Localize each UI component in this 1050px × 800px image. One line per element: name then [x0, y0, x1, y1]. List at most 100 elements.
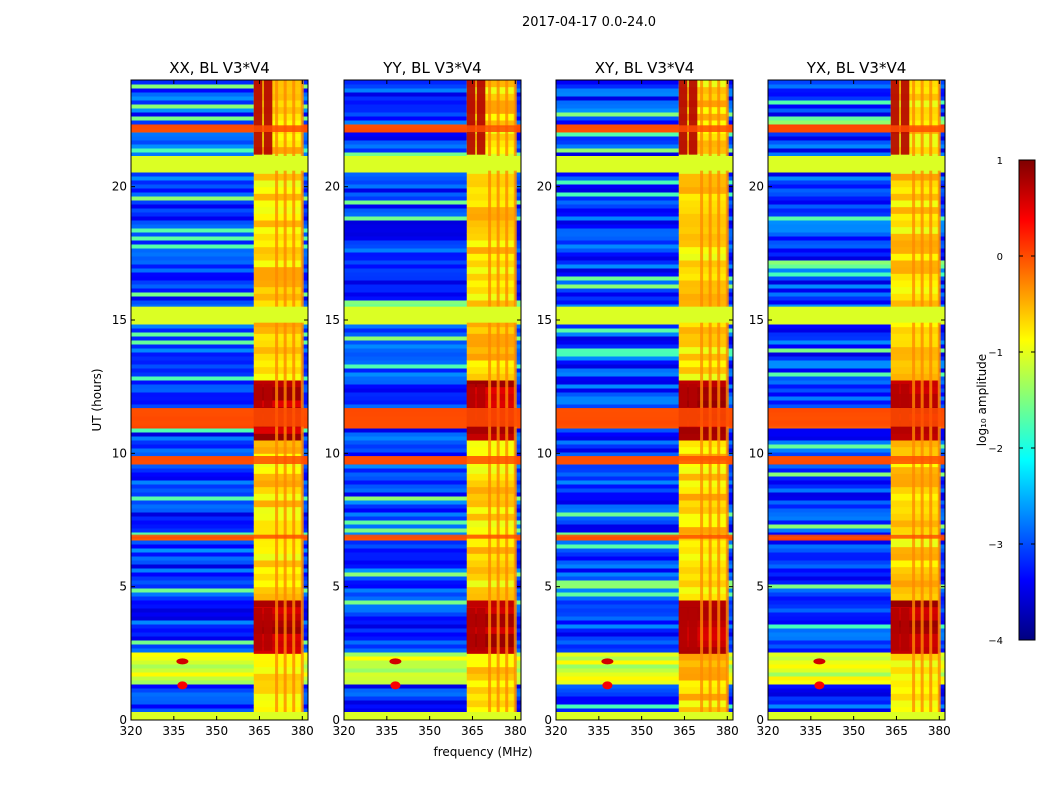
rfi-column	[700, 80, 704, 720]
time-row	[556, 696, 733, 701]
time-row	[556, 448, 733, 453]
burst-feature	[389, 658, 402, 665]
time-row	[344, 452, 521, 457]
time-row	[131, 696, 308, 701]
flagged-time-band	[344, 712, 521, 720]
time-row	[131, 672, 308, 677]
time-row	[768, 680, 945, 685]
time-row	[344, 140, 521, 145]
colorbar-tick-label: −1	[988, 348, 1003, 359]
time-row	[768, 668, 945, 673]
strong-rfi-block	[688, 384, 698, 427]
time-row	[556, 624, 733, 629]
time-row	[344, 216, 521, 221]
x-tick-label: 380	[291, 724, 314, 738]
time-row	[344, 548, 521, 553]
colorbar-tick-label: 0	[997, 252, 1003, 263]
time-row	[556, 188, 733, 193]
time-row	[768, 592, 945, 597]
y-tick-label: 15	[537, 313, 552, 327]
time-row	[556, 212, 733, 217]
time-row	[768, 224, 945, 229]
time-row	[556, 284, 733, 289]
time-row	[131, 188, 308, 193]
burst-feature	[814, 681, 825, 690]
time-row	[344, 184, 521, 189]
panel-1: XX, BL V3*V4 320 335 350 365 380 0 5 10 15 20	[112, 59, 314, 738]
time-row	[556, 340, 733, 345]
time-row	[131, 204, 308, 209]
time-row	[131, 692, 308, 697]
time-row	[556, 256, 733, 261]
time-row	[768, 328, 945, 333]
time-row	[768, 364, 945, 369]
time-row	[556, 552, 733, 557]
rfi-column	[292, 80, 296, 720]
time-row	[768, 524, 945, 529]
time-row	[131, 176, 308, 181]
time-row	[556, 468, 733, 473]
time-row	[556, 644, 733, 649]
burst-feature	[813, 658, 826, 665]
time-row	[344, 392, 521, 397]
y-axis-label: UT (hours)	[90, 368, 104, 431]
rfi-column	[488, 80, 492, 720]
time-row	[344, 280, 521, 285]
time-row	[556, 324, 733, 329]
time-row	[131, 552, 308, 557]
time-row	[344, 396, 521, 401]
time-row	[344, 636, 521, 641]
time-row	[344, 480, 521, 485]
time-row	[344, 504, 521, 509]
time-row	[131, 644, 308, 649]
x-tick-label: 365	[461, 724, 484, 738]
time-row	[131, 436, 308, 441]
time-row	[131, 440, 308, 445]
time-row	[556, 548, 733, 553]
time-row	[344, 204, 521, 209]
time-row	[556, 332, 733, 337]
x-tick-label: 335	[375, 724, 398, 738]
time-row	[768, 660, 945, 665]
time-row	[556, 100, 733, 105]
x-tick-label: 320	[333, 724, 356, 738]
time-row	[556, 304, 733, 309]
time-row	[768, 372, 945, 377]
time-row	[344, 132, 521, 137]
y-tick-label: 10	[749, 446, 764, 460]
time-row	[768, 604, 945, 609]
high-time-band	[344, 534, 521, 539]
time-row	[344, 220, 521, 225]
time-row	[556, 364, 733, 369]
time-row	[556, 512, 733, 517]
time-row	[556, 540, 733, 545]
time-row	[344, 440, 521, 445]
time-row	[556, 672, 733, 677]
time-row	[768, 492, 945, 497]
rfi-column	[300, 80, 304, 720]
time-row	[131, 192, 308, 197]
time-row	[768, 112, 945, 117]
y-tick-label: 10	[325, 446, 340, 460]
time-row	[556, 516, 733, 521]
x-tick-label: 320	[757, 724, 780, 738]
time-row	[344, 380, 521, 385]
rfi-column	[505, 80, 509, 720]
time-row	[344, 336, 521, 341]
time-row	[131, 632, 308, 637]
time-row	[344, 176, 521, 181]
time-row	[768, 624, 945, 629]
x-tick-label: 335	[799, 724, 822, 738]
rfi-column	[708, 80, 712, 720]
time-row	[768, 552, 945, 557]
time-row	[131, 604, 308, 609]
time-row	[768, 664, 945, 669]
time-row	[344, 684, 521, 689]
x-tick-label: 350	[630, 724, 653, 738]
time-row	[131, 96, 308, 101]
time-row	[768, 480, 945, 485]
time-row	[556, 524, 733, 529]
strong-rfi-block	[900, 80, 910, 155]
